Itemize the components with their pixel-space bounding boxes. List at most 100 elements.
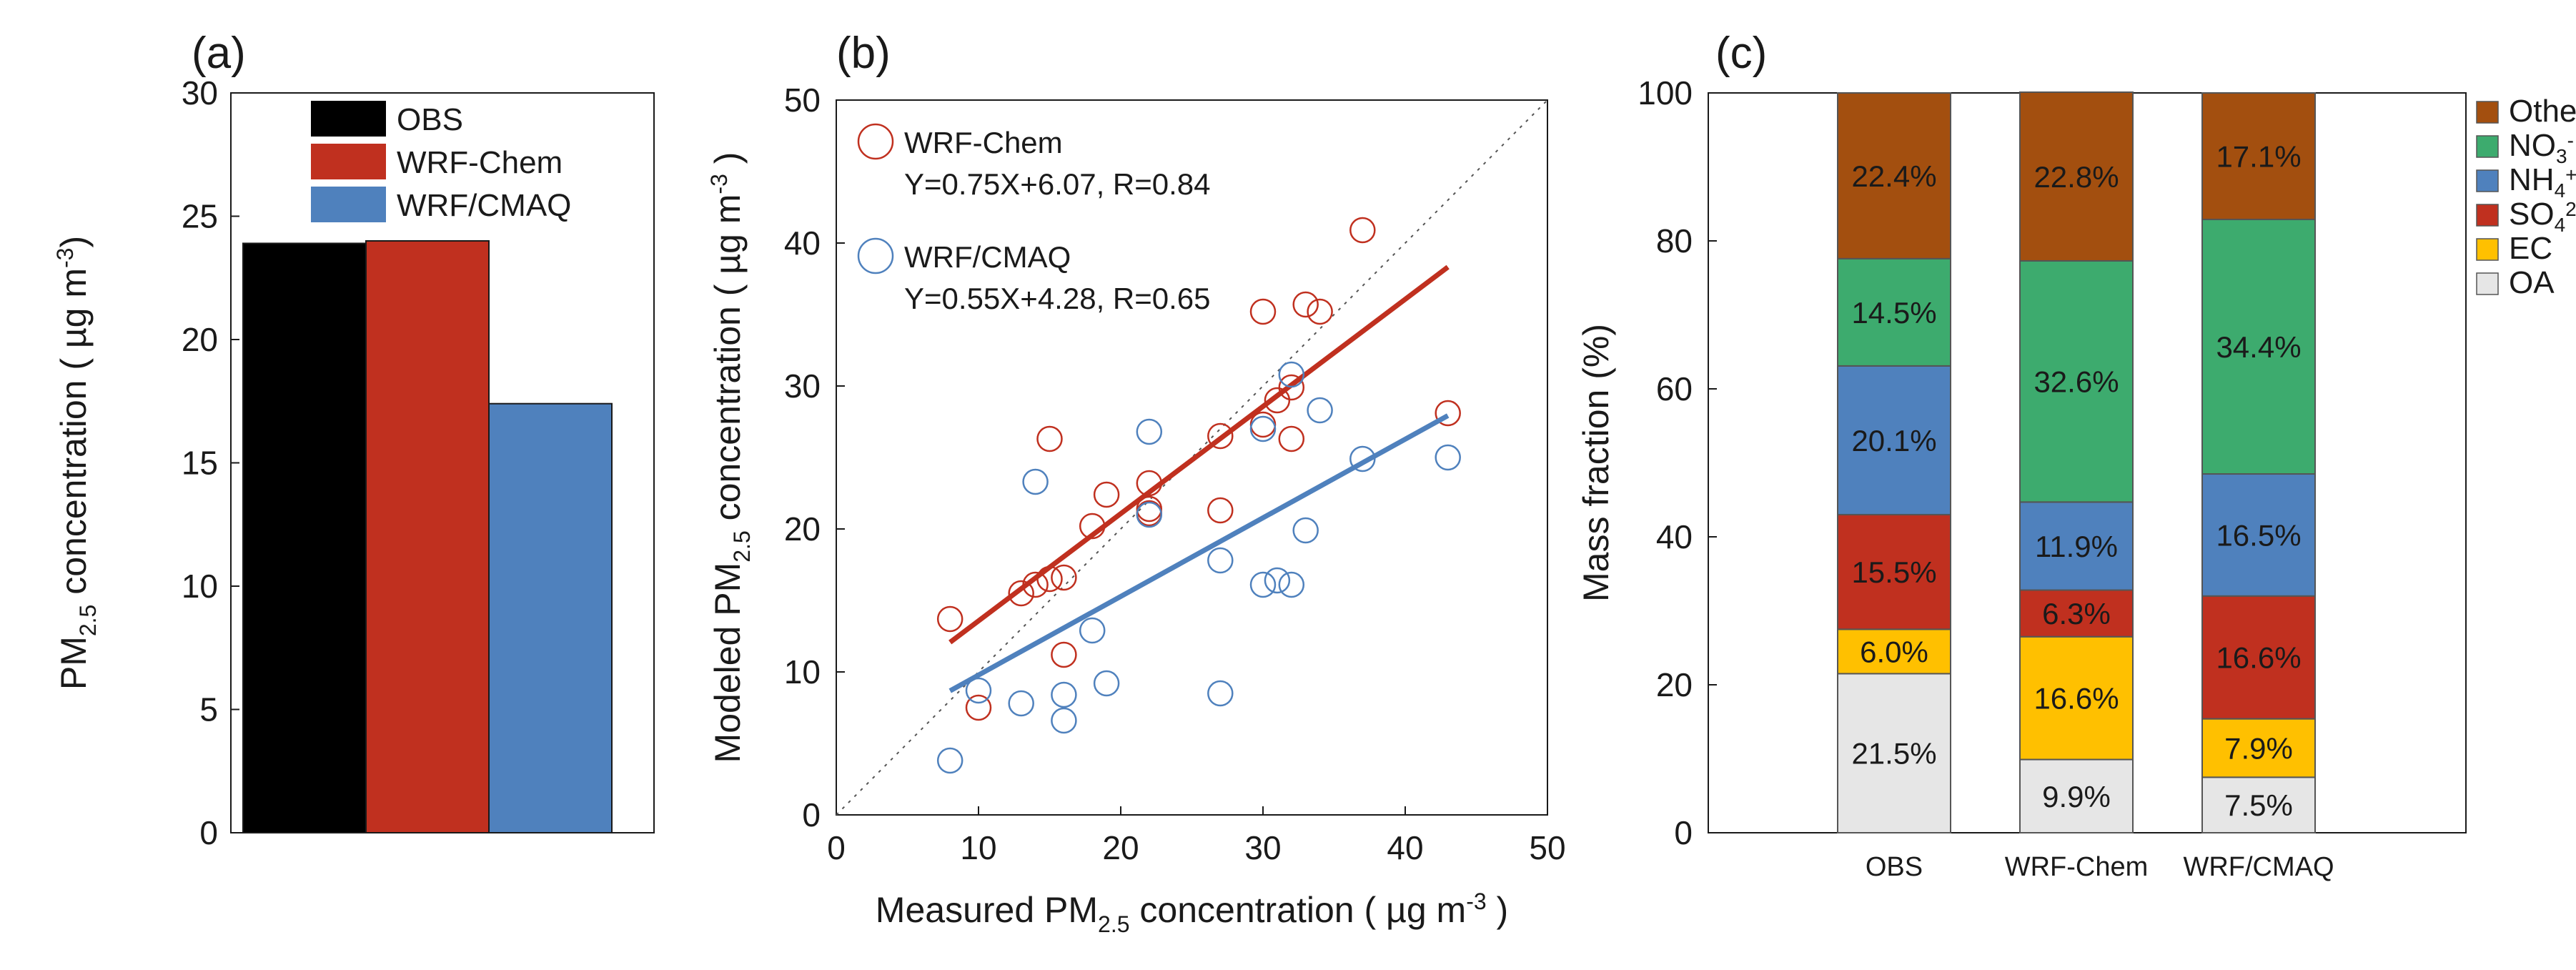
panel-c-segment-NH4 +: [2019, 501, 2134, 591]
panel-c-segment-Others: [2201, 92, 2316, 220]
panel-b-ylabel-part-0: Modeled PM: [708, 563, 748, 763]
panel-c-category-label: WRF-Chem: [2005, 852, 2149, 882]
panel-c-legend-label: EC: [2509, 231, 2552, 266]
panel-b-fit-line-WRF-Chem: [948, 264, 1450, 645]
panel-c-segment-label: 21.5%: [1851, 737, 1936, 771]
panel-c-legend-label: NH4+: [2509, 162, 2576, 202]
legend-sub: 4: [2555, 179, 2566, 202]
legend-main: NO: [2509, 128, 2556, 163]
panel-c-category-label: WRF/CMAQ: [2183, 852, 2334, 882]
panel-b-legend-label: WRF-Chem: [904, 126, 1063, 159]
panel-c-legend-swatch: [2476, 101, 2499, 124]
panel-a-ytick-label: 10: [182, 568, 218, 605]
panel-b-legend-equation: Y=0.75X+6.07, R=0.84: [904, 167, 1211, 201]
panel-c-segment-label: 17.1%: [2216, 139, 2301, 173]
legend-main: Others: [2509, 94, 2576, 129]
panel-a-ylabel-part-1: 2.5: [75, 605, 101, 636]
legend-main: SO: [2509, 197, 2555, 232]
panel-c-segment-Others: [1837, 92, 1951, 259]
panel-c-ylabel: Mass fraction (%): [1576, 324, 1616, 602]
panel-label-c: (c): [1715, 29, 1767, 78]
panel-a-ylabel-part-0: PM: [54, 636, 94, 690]
panel-b-point-WRF/CMAQ: [1079, 617, 1106, 644]
legend-main: EC: [2509, 231, 2552, 266]
legend-sub: 4: [2555, 214, 2566, 236]
panel-c-category-label: OBS: [1866, 852, 1923, 882]
panel-b-ylabel-part-4: ): [708, 152, 748, 174]
panel-a-bar-chart: 0 5 10 15 20 25 30 PM2.5 concentration ( µg m-3…: [52, 74, 655, 851]
panel-a-legend-label: WRF/CMAQ: [397, 188, 571, 223]
panel-b-point-WRF/CMAQ: [1051, 707, 1077, 734]
panel-b-xlabel-part-2: concentration ( µg m: [1130, 890, 1467, 930]
panel-b-point-WRF/CMAQ: [1136, 501, 1163, 528]
panel-b-point-WRF-Chem: [1349, 217, 1376, 244]
panel-c-segment-label: 11.9%: [2035, 530, 2118, 563]
panel-b-point-WRF/CMAQ: [965, 677, 992, 704]
panel-c-segment-label: 7.5%: [2224, 788, 2293, 822]
panel-c-segment-SO4 2-: [1837, 513, 1951, 630]
panel-a-ytick-label: 15: [182, 445, 218, 482]
panel-b-point-WRF-Chem: [1136, 495, 1163, 523]
panel-b-point-WRF/CMAQ: [1136, 418, 1163, 445]
panel-b-point-WRF-Chem: [1207, 497, 1234, 524]
panel-a-ytick-label: 30: [182, 74, 218, 112]
panel-b-point-WRF-Chem: [1292, 291, 1319, 318]
panel-c-stacked-bar-chart: 0 20 40 60 80 100 Mass fraction (%) 21.5% 6.0% 15…: [1576, 74, 2576, 882]
panel-c-segment-label: 16.6%: [2216, 641, 2301, 675]
panel-b-xlabel-part-1: 2.5: [1098, 911, 1129, 937]
panel-b-point-WRF/CMAQ: [1093, 670, 1120, 697]
panel-c-legend-swatch: [2476, 169, 2499, 192]
panel-a-legend-swatch: [311, 187, 386, 222]
panel-b-frame: [836, 99, 1548, 816]
panel-b-legend-equation: Y=0.55X+4.28, R=0.65: [904, 282, 1211, 315]
panel-a-bar-WRF-Chem: [365, 240, 490, 833]
panel-b-point-WRF-Chem: [1207, 422, 1234, 450]
panel-c-segment-label: 20.1%: [1851, 424, 1936, 457]
panel-b-point-WRF/CMAQ: [1022, 468, 1049, 495]
panel-c-ytick-label: 80: [1656, 222, 1693, 259]
panel-c-legend-swatch: [2476, 204, 2499, 227]
panel-a-ytick-label: 25: [182, 198, 218, 235]
panel-b-point-WRF/CMAQ: [1278, 571, 1305, 598]
panel-a-ylabel-part-2: concentration ( µg m: [54, 268, 94, 605]
panel-b-legend-marker: [857, 123, 894, 160]
panel-b-xlabel: Measured PM2.5 concentration ( µg m-3 ): [876, 889, 1508, 937]
panel-b-ytick-label: 20: [784, 510, 821, 548]
panel-b-point-WRF/CMAQ: [1249, 415, 1277, 442]
panel-b-xtick-label: 40: [1387, 829, 1423, 866]
panel-c-segment-label: 16.6%: [2033, 682, 2119, 716]
panel-c-segment-label: 22.4%: [1851, 159, 1936, 193]
panel-b-point-WRF/CMAQ: [1207, 547, 1234, 574]
panel-b-legend-label: WRF/CMAQ: [904, 240, 1071, 274]
panel-b-point-WRF/CMAQ: [936, 747, 963, 774]
panel-b-point-WRF/CMAQ: [1264, 567, 1291, 594]
panel-c-segment-OA: [1837, 673, 1951, 833]
panel-c-segment-label: 6.0%: [1860, 635, 1928, 668]
panel-c-segment-label: 32.6%: [2033, 365, 2119, 399]
panel-c-segment-NO3 -: [2201, 218, 2316, 475]
panel-b-ytick-label: 40: [784, 224, 821, 262]
panel-b-point-WRF/CMAQ: [1249, 571, 1277, 598]
panel-a-legend-label: WRF-Chem: [397, 145, 563, 180]
panel-c-legend-swatch: [2476, 135, 2499, 158]
panel-b-point-WRF-Chem: [1278, 425, 1305, 452]
panel-c-segment-EC: [2019, 635, 2134, 761]
panel-a-ylabel-part-3: -3: [52, 248, 78, 268]
legend-main: NH: [2509, 162, 2555, 197]
panel-b-point-WRF-Chem: [1036, 425, 1063, 452]
panel-a-legend-swatch: [311, 101, 386, 137]
panel-b-ytick-label: 30: [784, 367, 821, 405]
panel-c-segment-label: 6.3%: [2042, 597, 2111, 630]
panel-b-point-WRF-Chem: [936, 605, 963, 633]
panel-b-xlabel-part-0: Measured PM: [876, 890, 1098, 930]
panel-b-xlabel-part-3: -3: [1466, 889, 1486, 914]
panel-a-bar-OBS: [242, 242, 367, 833]
panel-a-bar-WRF/CMAQ: [488, 402, 613, 833]
panel-b-point-WRF/CMAQ: [1307, 397, 1333, 424]
legend-main: OA: [2509, 265, 2555, 300]
panel-b-point-WRF/CMAQ: [1435, 444, 1461, 471]
panel-a-legend-label: OBS: [397, 102, 463, 137]
panel-c-legend-label: SO42-: [2509, 197, 2576, 236]
panel-c-segment-NH4 +: [2201, 473, 2316, 597]
